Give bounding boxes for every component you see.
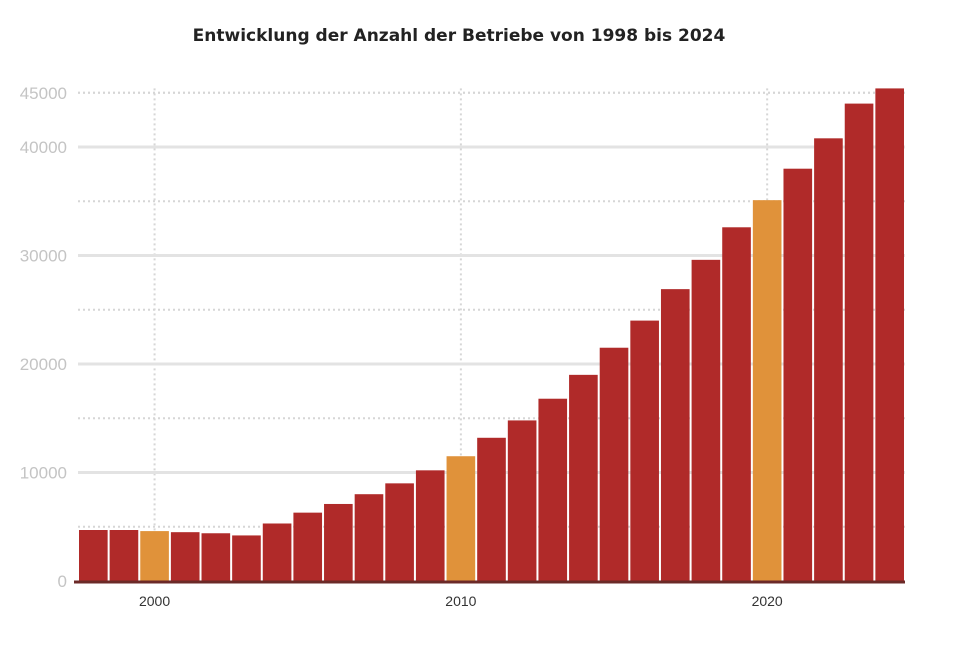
bar-2018 [691, 259, 721, 581]
tick-labels: 0 10000 20000 30000 40000 45000 2000 2010 2020 [20, 84, 783, 609]
bar-2002 [201, 533, 231, 581]
bar-1999 [109, 530, 139, 581]
bar-2001 [170, 532, 200, 581]
bar-2017 [660, 289, 690, 581]
bar-2020 [752, 200, 782, 582]
bar-2012 [507, 420, 537, 581]
bar-2019 [722, 227, 751, 582]
bar-2014 [569, 374, 598, 581]
y-tick-label: 30000 [20, 247, 67, 266]
bar-2010 [446, 456, 476, 581]
bar-2016 [630, 320, 659, 581]
y-tick-label: 10000 [20, 464, 67, 483]
bar-2022 [814, 138, 843, 581]
y-tick-label: 40000 [20, 138, 67, 157]
bar-2021 [783, 168, 813, 581]
bar-2013 [538, 398, 568, 581]
y-tick-label: 20000 [20, 355, 67, 374]
y-tick-label: 45000 [20, 84, 67, 103]
bar-2009 [415, 470, 445, 581]
bar-2011 [477, 437, 506, 581]
bar-2005 [293, 512, 323, 581]
y-tick-label: 0 [58, 572, 67, 591]
bar-2000 [140, 531, 169, 581]
bar-2007 [354, 494, 384, 581]
bar-2006 [324, 503, 353, 581]
bar-1998 [79, 530, 108, 581]
bar-2023 [844, 103, 874, 581]
x-tick-label: 2000 [139, 593, 170, 609]
x-tick-label: 2010 [445, 593, 476, 609]
bar-2015 [599, 347, 629, 581]
bar-2004 [262, 523, 292, 581]
bar-2008 [385, 483, 414, 581]
bar-2003 [232, 535, 261, 581]
x-tick-label: 2020 [752, 593, 783, 609]
chart-title: Entwicklung der Anzahl der Betriebe von … [192, 26, 726, 46]
bar-series [79, 88, 904, 582]
bar-2024 [875, 88, 904, 581]
